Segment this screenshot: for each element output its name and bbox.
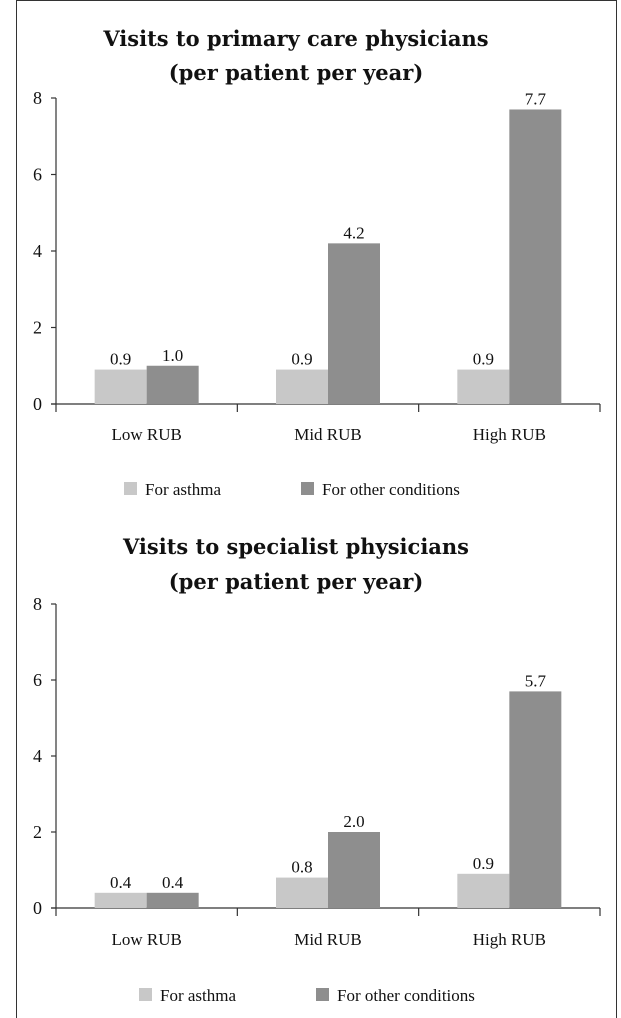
x-tick-label: High RUB bbox=[473, 930, 546, 949]
chart-subtitle: (per patient per year) bbox=[169, 569, 424, 594]
data-label: 0.9 bbox=[473, 854, 494, 873]
x-tick-label: Low RUB bbox=[111, 930, 181, 949]
data-label: 2.0 bbox=[343, 812, 364, 831]
y-tick-label: 6 bbox=[33, 670, 42, 690]
bar-other-high-rub bbox=[509, 691, 562, 908]
chart-title: Visits to specialist physicians bbox=[122, 534, 469, 559]
y-tick-label: 8 bbox=[33, 88, 42, 108]
data-label: 0.9 bbox=[110, 350, 131, 369]
data-label: 1.0 bbox=[162, 346, 183, 365]
legend-label-asthma: For asthma bbox=[145, 480, 221, 499]
legend-label-other: For other conditions bbox=[337, 986, 475, 1005]
legend-swatch-asthma bbox=[139, 988, 152, 1001]
data-label: 0.8 bbox=[291, 858, 312, 877]
data-label: 5.7 bbox=[525, 671, 547, 690]
legend: For asthma For other conditions bbox=[139, 986, 475, 1005]
data-label: 7.7 bbox=[525, 89, 547, 108]
y-tick-label: 6 bbox=[33, 165, 42, 185]
legend-swatch-other bbox=[316, 988, 329, 1001]
legend-label-asthma: For asthma bbox=[160, 986, 236, 1005]
bar-asthma-mid-rub bbox=[276, 877, 328, 908]
legend-swatch-other bbox=[301, 482, 314, 495]
bar-other-mid-rub bbox=[328, 243, 380, 404]
y-tick-label: 4 bbox=[33, 241, 42, 261]
y-tick-label: 4 bbox=[33, 746, 42, 766]
plot-area: 0 2 4 6 8 0.9 1.0 Low RUB 0.9 4.2 Mid RUB 0.9 7.7 Hig… bbox=[33, 88, 601, 444]
data-label: 0.4 bbox=[162, 873, 184, 892]
y-tick-label: 8 bbox=[33, 594, 42, 614]
y-tick-label: 0 bbox=[33, 394, 42, 414]
bar-asthma-high-rub bbox=[457, 873, 510, 908]
plot-area: 0 2 4 6 8 0.4 0.4 Low RUB 0.8 2.0 Mid RUB 0.9 5.7 Hig… bbox=[33, 594, 601, 949]
x-tick-label: Low RUB bbox=[111, 425, 181, 444]
legend: For asthma For other conditions bbox=[124, 480, 460, 499]
x-tick-label: Mid RUB bbox=[294, 425, 362, 444]
legend-label-other: For other conditions bbox=[322, 480, 460, 499]
bar-asthma-mid-rub bbox=[276, 369, 328, 404]
x-tick-label: Mid RUB bbox=[294, 930, 362, 949]
chart-subtitle: (per patient per year) bbox=[169, 60, 424, 85]
chart-primary-care: Visits to primary care physicians (per p… bbox=[33, 26, 601, 499]
legend-swatch-asthma bbox=[124, 482, 137, 495]
chart-specialist: Visits to specialist physicians (per pat… bbox=[33, 534, 601, 1005]
data-label: 0.9 bbox=[473, 350, 494, 369]
data-label: 0.9 bbox=[291, 350, 312, 369]
bar-other-mid-rub bbox=[328, 832, 380, 908]
y-tick-label: 2 bbox=[33, 822, 42, 842]
bar-other-low-rub bbox=[146, 892, 199, 908]
bar-other-high-rub bbox=[509, 109, 562, 404]
data-label: 4.2 bbox=[343, 223, 364, 242]
chart-title: Visits to primary care physicians bbox=[102, 26, 488, 51]
figure-frame bbox=[16, 0, 617, 1018]
bar-asthma-high-rub bbox=[457, 369, 510, 404]
y-tick-label: 2 bbox=[33, 318, 42, 338]
bar-asthma-low-rub bbox=[94, 892, 147, 908]
bar-other-low-rub bbox=[146, 365, 199, 404]
y-tick-label: 0 bbox=[33, 898, 42, 918]
bar-asthma-low-rub bbox=[94, 369, 147, 404]
data-label: 0.4 bbox=[110, 873, 132, 892]
x-tick-label: High RUB bbox=[473, 425, 546, 444]
